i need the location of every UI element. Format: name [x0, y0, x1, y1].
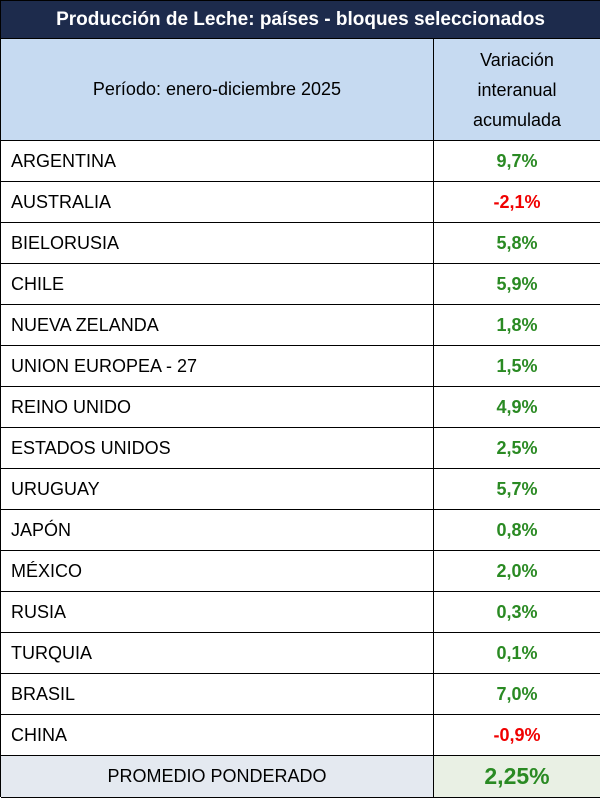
variation-value: -2,1% — [434, 182, 600, 223]
variation-value: 0,3% — [434, 592, 600, 633]
country-name: ESTADOS UNIDOS — [1, 428, 434, 469]
variation-value: 4,9% — [434, 387, 600, 428]
variation-value: 1,5% — [434, 346, 600, 387]
country-name: CHINA — [1, 715, 434, 756]
country-name: BIELORUSIA — [1, 223, 434, 264]
period-header: Período: enero-diciembre 2025 — [1, 39, 434, 141]
variation-header-text: Variación interanual acumulada — [472, 49, 562, 130]
country-name: URUGUAY — [1, 469, 434, 510]
country-name: RUSIA — [1, 592, 434, 633]
variation-value: 1,8% — [434, 305, 600, 346]
country-name: BRASIL — [1, 674, 434, 715]
weighted-average-label: PROMEDIO PONDERADO — [1, 756, 434, 798]
country-name: ARGENTINA — [1, 141, 434, 182]
variation-value: 2,0% — [434, 551, 600, 592]
variation-value: 5,8% — [434, 223, 600, 264]
variation-value: 2,5% — [434, 428, 600, 469]
table-title: Producción de Leche: países - bloques se… — [1, 1, 600, 39]
country-name: AUSTRALIA — [1, 182, 434, 223]
country-name: UNION EUROPEA - 27 — [1, 346, 434, 387]
variation-value: -0,9% — [434, 715, 600, 756]
variation-value: 0,8% — [434, 510, 600, 551]
variation-value: 5,7% — [434, 469, 600, 510]
variation-value: 5,9% — [434, 264, 600, 305]
weighted-average-value: 2,25% — [434, 756, 600, 798]
country-name: TURQUIA — [1, 633, 434, 674]
variation-value: 0,1% — [434, 633, 600, 674]
variation-value: 9,7% — [434, 141, 600, 182]
country-name: NUEVA ZELANDA — [1, 305, 434, 346]
country-name: CHILE — [1, 264, 434, 305]
country-name: REINO UNIDO — [1, 387, 434, 428]
country-name: JAPÓN — [1, 510, 434, 551]
variation-header: Variación interanual acumulada — [434, 39, 600, 141]
variation-value: 7,0% — [434, 674, 600, 715]
country-name: MÉXICO — [1, 551, 434, 592]
